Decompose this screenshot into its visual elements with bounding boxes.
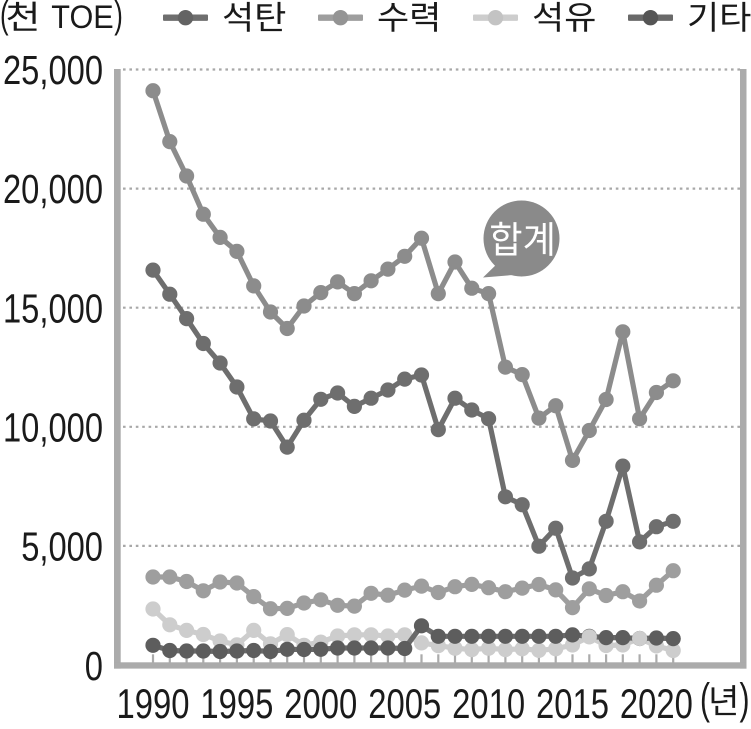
svg-text:TOE: TOE [51,0,113,35]
svg-text:15,000: 15,000 [3,285,103,331]
svg-text:0: 0 [85,643,103,689]
svg-text:25,000: 25,000 [3,47,103,93]
svg-text:2020: 2020 [620,680,693,724]
svg-text:10,000: 10,000 [3,404,103,450]
svg-text:20,000: 20,000 [3,166,103,212]
svg-text:1995: 1995 [200,680,273,724]
svg-text:5,000: 5,000 [21,524,103,570]
svg-text:2000: 2000 [284,680,357,724]
svg-text:): ) [740,675,750,724]
svg-text:(: ( [0,0,9,35]
svg-text:2005: 2005 [368,680,441,724]
svg-text:): ) [114,0,123,35]
svg-text:1990: 1990 [117,680,190,724]
svg-text:(: ( [700,675,710,724]
svg-text:2010: 2010 [452,680,525,724]
svg-text:2015: 2015 [536,680,609,724]
